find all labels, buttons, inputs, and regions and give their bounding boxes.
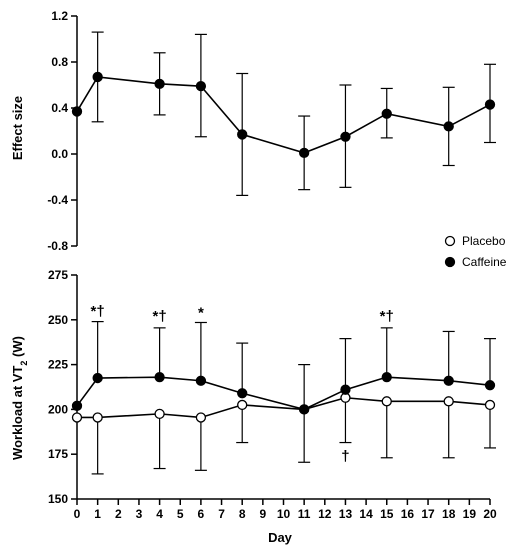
caffeine-data-point [381, 371, 392, 383]
effect-size-data-point [195, 81, 207, 92]
significance-marker: *† [91, 303, 105, 320]
bottom-x-tick-label: 14 [359, 507, 373, 521]
top-y-tick-label: 0.8 [51, 55, 68, 69]
caffeine-data-point [484, 380, 496, 391]
bottom-x-tick-label: 16 [401, 507, 415, 521]
bottom-y-tick-label: 225 [48, 358, 68, 372]
caffeine-data-point [237, 388, 248, 399]
bottom-y-tick-label: 250 [48, 313, 68, 327]
caffeine-series-line [76, 376, 491, 411]
top-y-tick-label: -0.4 [47, 193, 68, 207]
bottom-x-tick-label: 13 [339, 507, 353, 521]
bottom-x-tick-label: 5 [177, 507, 184, 521]
significance-marker: † [341, 448, 349, 465]
caffeine-data-point [340, 384, 351, 395]
day-axis-title: Day [268, 530, 293, 545]
top-y-tick-label: 1.2 [51, 9, 68, 23]
effect-size-data-point [381, 108, 392, 119]
bottom-x-tick-label: 2 [115, 507, 122, 521]
bottom-x-tick-label: 18 [442, 507, 456, 521]
bottom-x-tick-label: 3 [136, 507, 143, 521]
effect-size-series-line [76, 76, 491, 154]
bottom-x-tick-label: 1 [94, 507, 101, 521]
bottom-x-tick-label: 4 [156, 507, 163, 521]
bottom-x-tick-label: 7 [218, 507, 225, 521]
significance-marker: *† [380, 308, 394, 325]
bottom-x-tick-label: 19 [463, 507, 477, 521]
bottom-x-tick-label: 0 [74, 507, 81, 521]
placebo-data-point [195, 412, 207, 423]
bottom-x-tick-label: 6 [198, 507, 205, 521]
caffeine-data-point [92, 372, 103, 384]
bottom-y-tick-label: 150 [48, 492, 68, 506]
significance-marker: * [198, 305, 204, 322]
placebo-data-point [484, 399, 496, 411]
caffeine-data-point [195, 375, 207, 386]
placebo-series-line [77, 396, 491, 419]
workload-panel: Workload at VT2 (W) Day 2752502252001751… [10, 268, 497, 545]
placebo-data-point [154, 408, 165, 420]
caffeine-data-point [443, 375, 454, 386]
significance-marker: *† [153, 308, 167, 325]
effect-size-axis-title: Effect size [10, 96, 25, 160]
workload-axis-title: Workload at VT2 (W) [10, 336, 29, 460]
bottom-x-tick-label: 15 [380, 507, 394, 521]
bottom-x-tick-label: 12 [318, 507, 332, 521]
effect-size-data-point [443, 121, 454, 132]
placebo-data-point [92, 412, 103, 423]
top-y-tick-label: -0.8 [47, 239, 68, 253]
bottom-x-tick-label: 8 [239, 507, 246, 521]
effect-size-panel: Effect size 1.2 0.8 0.4 0.0 -0.4 -0.8 [10, 9, 496, 253]
effect-size-data-point [154, 78, 165, 89]
legend: Placebo Caffeine [444, 234, 507, 269]
legend-label-placebo: Placebo [462, 234, 506, 248]
bottom-y-tick-label: 175 [48, 447, 68, 461]
workload-axis-title-main: Workload at VT [10, 366, 25, 460]
placebo-data-point [71, 412, 83, 423]
effect-size-data-point [298, 147, 310, 159]
bottom-x-tick-label: 20 [483, 507, 497, 521]
effect-size-data-point [340, 131, 351, 142]
legend-label-caffeine: Caffeine [462, 255, 507, 269]
bottom-y-tick-label: 200 [48, 402, 68, 416]
caffeine-data-point [298, 404, 310, 415]
top-y-tick-label: 0.0 [51, 147, 68, 161]
bottom-x-tick-label: 11 [298, 507, 311, 521]
effect-size-data-point [484, 99, 496, 110]
placebo-data-point [381, 396, 392, 407]
bottom-y-tick-label: 275 [48, 268, 68, 282]
caffeine-data-point [154, 371, 165, 383]
effect-size-data-point [237, 129, 248, 140]
bottom-x-tick-label: 9 [260, 507, 267, 521]
workload-axis-title-unit: (W) [10, 336, 25, 361]
workload-axis-title-subscript: 2 [19, 361, 29, 366]
legend-marker-caffeine [444, 256, 456, 268]
effect-size-data-point [92, 71, 103, 83]
caffeine-data-point [71, 400, 83, 411]
top-y-tick-label: 0.4 [51, 101, 68, 115]
bottom-x-tick-label: 17 [421, 507, 435, 521]
effect-size-data-point [71, 106, 83, 117]
placebo-data-point [443, 396, 454, 407]
bottom-x-tick-label: 10 [277, 507, 291, 521]
placebo-data-point [237, 399, 248, 411]
legend-marker-placebo [444, 235, 456, 247]
